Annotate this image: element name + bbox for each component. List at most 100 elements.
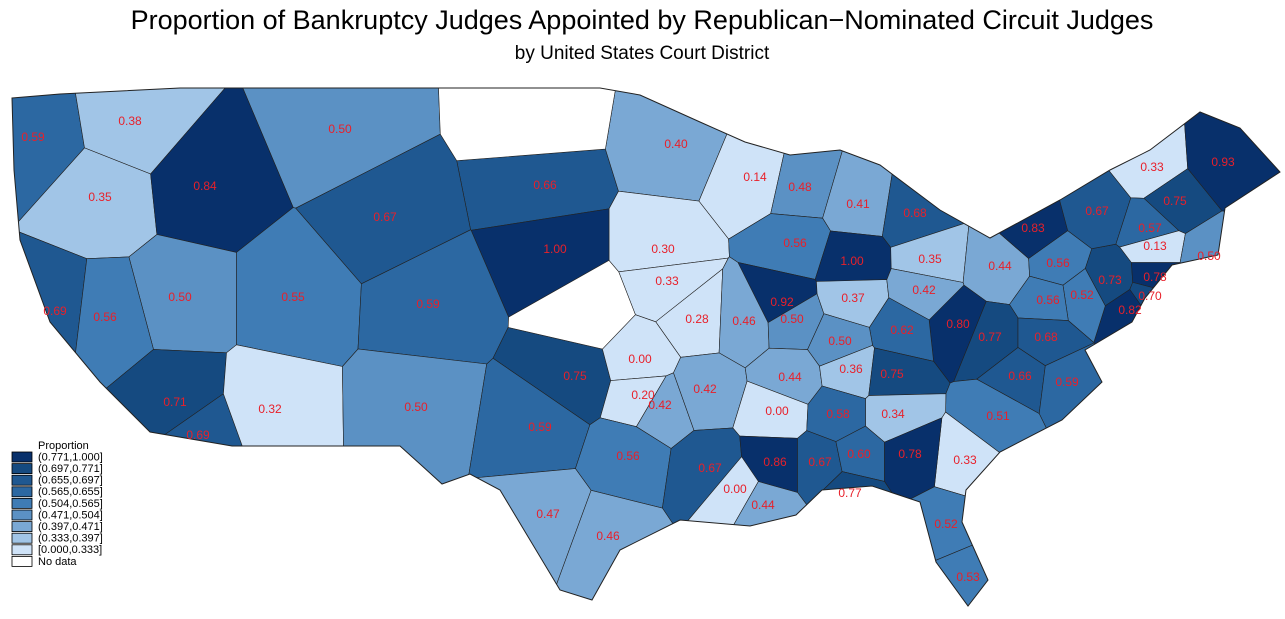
value-label: 0.44 xyxy=(778,370,802,384)
district xyxy=(852,516,1280,606)
value-label: 0.57 xyxy=(1138,221,1162,235)
value-label: 0.75 xyxy=(880,367,904,381)
value-label: 0.66 xyxy=(1008,369,1032,383)
value-label: 0.56 xyxy=(93,310,117,324)
value-label: 0.20 xyxy=(631,388,655,402)
value-label: 0.62 xyxy=(890,323,914,337)
value-label: 0.33 xyxy=(655,274,679,288)
legend-label: (0.771,1.000] xyxy=(38,451,103,463)
district-no-data xyxy=(507,260,636,350)
title: Proportion of Bankruptcy Judges Appointe… xyxy=(131,5,1154,35)
value-label: 0.71 xyxy=(163,395,187,409)
value-label: 1.00 xyxy=(543,242,567,256)
value-label: 0.44 xyxy=(988,259,1012,273)
districts xyxy=(12,88,1280,606)
value-label: 0.69 xyxy=(43,304,67,318)
value-label: 0.35 xyxy=(88,190,112,204)
legend-label: (0.565,0.655] xyxy=(38,486,103,498)
value-label: 0.55 xyxy=(281,290,305,304)
value-label: 0.59 xyxy=(21,130,45,144)
value-label: 0.32 xyxy=(258,402,282,416)
value-label: 0.28 xyxy=(685,312,709,326)
subtitle: by United States Court District xyxy=(515,43,770,64)
legend-swatch xyxy=(11,521,33,532)
value-label: 0.52 xyxy=(1070,288,1094,302)
value-label: 0.58 xyxy=(826,407,850,421)
value-label: 0.86 xyxy=(763,455,787,469)
value-label: 0.00 xyxy=(765,404,789,418)
legend-swatch xyxy=(11,486,33,498)
value-label: 0.67 xyxy=(1085,204,1109,218)
value-label: 0.77 xyxy=(838,486,862,500)
value-label: 0.73 xyxy=(1098,273,1122,287)
value-label: 0.46 xyxy=(732,314,756,328)
value-label: 0.00 xyxy=(723,482,747,496)
value-label: 0.38 xyxy=(118,114,142,128)
value-label: 0.42 xyxy=(648,398,672,412)
legend-swatch xyxy=(11,497,33,509)
value-label: 0.77 xyxy=(978,330,1002,344)
legend-label: [0.000,0.333] xyxy=(38,544,102,556)
value-label: 0.70 xyxy=(1138,289,1162,303)
value-label: 0.41 xyxy=(846,197,870,211)
value-label: 0.35 xyxy=(918,252,942,266)
labels: 0.59 0.38 0.50 0.35 0.84 0.66 0.40 0.67 0.14 0.48… xyxy=(21,114,1235,584)
district xyxy=(223,344,347,606)
value-label: 0.56 xyxy=(1036,293,1060,307)
value-label: 0.78 xyxy=(898,447,922,461)
value-label: 0.42 xyxy=(693,382,717,396)
legend-swatch xyxy=(11,544,33,556)
value-label: 0.60 xyxy=(847,447,871,461)
value-label: 0.50 xyxy=(404,400,428,414)
value-label: 0.82 xyxy=(1118,303,1142,317)
value-label: 0.44 xyxy=(751,498,775,512)
value-label: 0.75 xyxy=(563,369,587,383)
legend-label: (0.471,0.504] xyxy=(38,509,103,521)
value-label: 1.00 xyxy=(840,254,864,268)
value-label: 0.50 xyxy=(780,312,804,326)
value-label: 0.50 xyxy=(168,290,192,304)
district xyxy=(1093,289,1280,509)
value-label: 0.67 xyxy=(698,461,722,475)
value-label: 0.68 xyxy=(903,206,927,220)
district xyxy=(1179,210,1280,434)
district xyxy=(881,88,995,248)
value-label: 0.78 xyxy=(1143,270,1167,284)
value-label: 0.37 xyxy=(841,291,865,305)
value-label: 0.56 xyxy=(1046,256,1070,270)
us-outline xyxy=(11,87,1281,607)
value-label: 0.80 xyxy=(946,317,970,331)
legend-swatch xyxy=(11,509,33,521)
value-label: 0.59 xyxy=(1055,375,1079,389)
legend: Proportion (0.771,1.000](0.697,0.771](0.… xyxy=(11,440,103,568)
value-label: 0.33 xyxy=(1140,160,1164,174)
legend-label: (0.504,0.565] xyxy=(38,498,103,510)
legend-swatch xyxy=(11,556,33,567)
value-label: 0.59 xyxy=(528,420,552,434)
legend-swatch xyxy=(11,532,33,544)
value-label: 0.34 xyxy=(881,407,905,421)
value-label: 0.83 xyxy=(1021,221,1045,235)
value-label: 0.50 xyxy=(828,334,852,348)
value-label: 0.56 xyxy=(616,449,640,463)
value-label: 0.00 xyxy=(628,352,652,366)
value-label: 0.69 xyxy=(186,428,210,442)
value-label: 0.46 xyxy=(596,529,620,543)
value-label: 0.67 xyxy=(808,455,832,469)
value-label: 0.48 xyxy=(788,180,812,194)
value-label: 0.67 xyxy=(373,210,397,224)
district xyxy=(1129,281,1280,511)
value-label: 0.75 xyxy=(1163,194,1187,208)
value-label: 0.53 xyxy=(956,570,980,584)
value-label: 0.13 xyxy=(1143,239,1167,253)
district xyxy=(342,348,488,606)
legend-label: (0.333,0.397] xyxy=(38,533,103,545)
value-label: 0.68 xyxy=(1034,330,1058,344)
legend-label: (0.655,0.697] xyxy=(38,475,103,487)
value-label: 0.14 xyxy=(743,170,767,184)
value-label: 0.59 xyxy=(416,297,440,311)
value-label: 0.30 xyxy=(651,242,675,256)
district xyxy=(357,468,592,606)
legend-swatch xyxy=(11,451,33,463)
